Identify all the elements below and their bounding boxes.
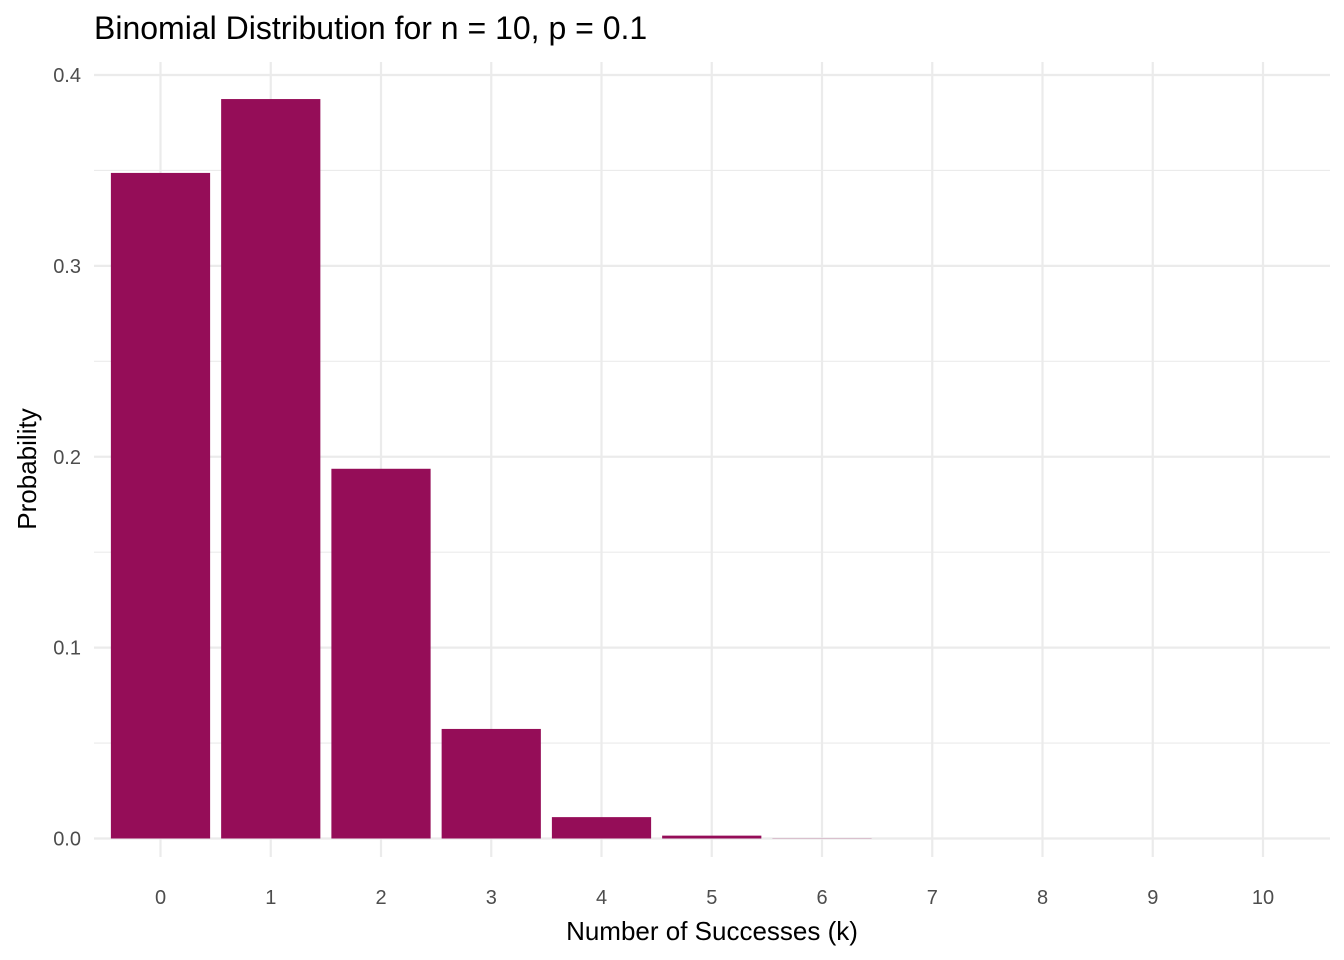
y-axis-ticks: 0.0 0.1 0.2 0.3 0.4 [53,65,81,851]
x-axis-ticks: 0 1 2 3 4 5 6 7 8 9 10 [155,887,1274,909]
bar-k-3 [441,728,541,839]
x-tick-label: 2 [375,887,386,909]
x-tick-label: 4 [596,887,607,909]
bar-k-0 [110,172,211,839]
chart-title: Binomial Distribution for n = 10, p = 0.… [94,10,647,46]
y-axis-title: Probability [12,408,42,529]
bar-k-4 [551,817,652,839]
bar-k-5 [662,835,762,839]
bars [110,99,872,839]
x-tick-label: 5 [706,887,717,909]
y-tick-label: 0.4 [53,65,81,87]
y-tick-label: 0.0 [53,829,81,851]
bar-k-1 [221,99,321,839]
x-tick-label: 6 [816,887,827,909]
y-tick-label: 0.2 [53,447,81,469]
y-tick-label: 0.1 [53,638,81,660]
x-tick-label: 3 [486,887,497,909]
x-axis-title: Number of Successes (k) [566,916,858,946]
x-tick-label: 8 [1037,887,1048,909]
x-tick-label: 1 [265,887,276,909]
x-tick-label: 9 [1147,887,1158,909]
x-tick-label: 0 [155,887,166,909]
y-tick-label: 0.3 [53,256,81,278]
x-tick-label: 10 [1252,887,1274,909]
x-tick-label: 7 [927,887,938,909]
bar-k-2 [331,468,431,839]
